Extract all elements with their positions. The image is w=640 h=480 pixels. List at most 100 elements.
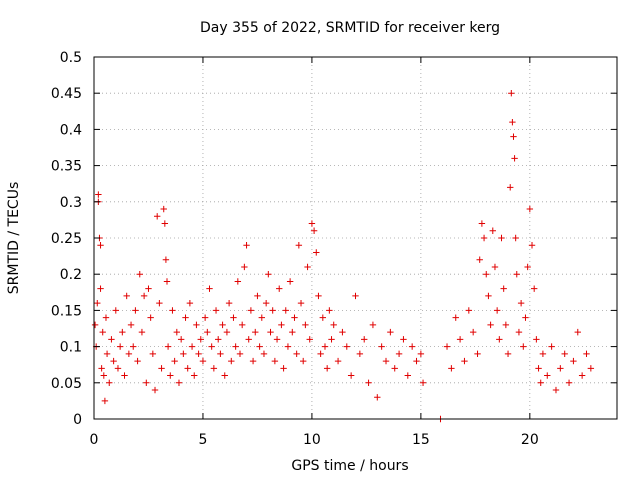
y-tick-label: 0.15 — [51, 303, 82, 319]
data-point — [167, 372, 174, 379]
data-point — [504, 350, 512, 358]
data-point — [387, 328, 394, 336]
data-point — [212, 307, 220, 314]
data-point — [489, 227, 496, 234]
data-point — [171, 357, 178, 365]
data-point — [243, 242, 250, 249]
data-point — [485, 292, 492, 300]
data-point — [304, 263, 311, 271]
data-point — [520, 343, 527, 350]
data-point — [537, 379, 544, 386]
data-point — [163, 278, 171, 285]
data-point — [108, 336, 115, 343]
data-point — [186, 299, 194, 307]
data-point — [382, 357, 390, 365]
data-point — [498, 234, 505, 242]
data-point — [215, 336, 222, 343]
data-point — [199, 357, 207, 365]
y-tick-label: 0.25 — [51, 231, 82, 247]
data-point — [522, 314, 529, 321]
data-point — [230, 314, 237, 321]
data-point — [182, 314, 189, 321]
data-point — [238, 321, 246, 329]
data-point — [552, 386, 560, 394]
data-point — [570, 357, 577, 365]
data-point — [515, 328, 523, 336]
data-point — [511, 155, 518, 162]
data-point — [116, 343, 124, 350]
data-point — [587, 365, 595, 372]
data-point — [583, 350, 590, 358]
data-point — [302, 321, 309, 329]
data-point — [267, 328, 274, 336]
data-point — [539, 350, 547, 358]
data-point — [400, 336, 407, 343]
data-point — [404, 372, 411, 379]
y-tick-label: 0 — [73, 412, 82, 428]
data-point — [526, 205, 534, 213]
data-point — [510, 133, 517, 140]
data-point — [258, 314, 265, 321]
data-point — [101, 397, 109, 405]
data-point — [180, 350, 187, 358]
data-point — [245, 336, 252, 343]
y-axis-label: SRMTID / TECUs — [6, 182, 22, 295]
data-point — [219, 321, 226, 329]
data-point — [557, 365, 564, 372]
data-point — [530, 285, 538, 292]
data-point — [293, 350, 300, 358]
data-point — [193, 321, 200, 329]
data-point — [548, 343, 555, 350]
data-point — [98, 365, 105, 372]
data-point — [225, 299, 233, 307]
data-point — [323, 365, 331, 372]
data-point — [201, 314, 209, 321]
data-point — [356, 350, 364, 358]
data-point — [295, 242, 303, 249]
data-point — [254, 292, 261, 300]
data-point — [110, 357, 117, 365]
data-point — [173, 328, 181, 336]
data-point — [352, 292, 359, 300]
data-point — [413, 357, 420, 365]
data-point — [103, 350, 111, 358]
data-point — [319, 314, 327, 321]
data-point — [365, 379, 372, 386]
data-point — [91, 321, 99, 329]
data-point — [508, 90, 515, 97]
data-point — [102, 314, 110, 321]
data-point — [544, 372, 551, 379]
data-point — [500, 285, 507, 292]
data-point — [95, 191, 102, 198]
data-point — [478, 220, 486, 227]
data-point — [374, 394, 381, 401]
data-point — [395, 350, 403, 358]
data-point — [289, 328, 296, 336]
data-point — [204, 328, 211, 336]
data-point — [228, 357, 235, 365]
x-tick-label: 0 — [90, 432, 99, 448]
data-point — [94, 299, 101, 307]
chart-title: Day 355 of 2022, SRMTID for receiver ker… — [200, 20, 500, 36]
y-tick-label: 0.5 — [60, 50, 82, 66]
data-point — [419, 379, 427, 386]
data-point — [452, 314, 459, 321]
data-point — [361, 336, 368, 343]
y-tick-label: 0.3 — [60, 195, 82, 211]
data-point — [317, 350, 324, 358]
x-tick-label: 15 — [412, 432, 430, 448]
data-point — [284, 343, 292, 350]
data-point — [114, 365, 122, 372]
data-point — [528, 242, 536, 249]
data-point — [158, 365, 165, 372]
data-point — [160, 205, 167, 213]
data-point — [561, 350, 568, 358]
data-point — [97, 242, 104, 249]
data-point — [123, 292, 130, 300]
data-point — [256, 343, 263, 350]
data-point — [188, 343, 196, 350]
data-point — [269, 307, 276, 314]
data-point — [297, 299, 305, 307]
data-point — [260, 350, 268, 358]
